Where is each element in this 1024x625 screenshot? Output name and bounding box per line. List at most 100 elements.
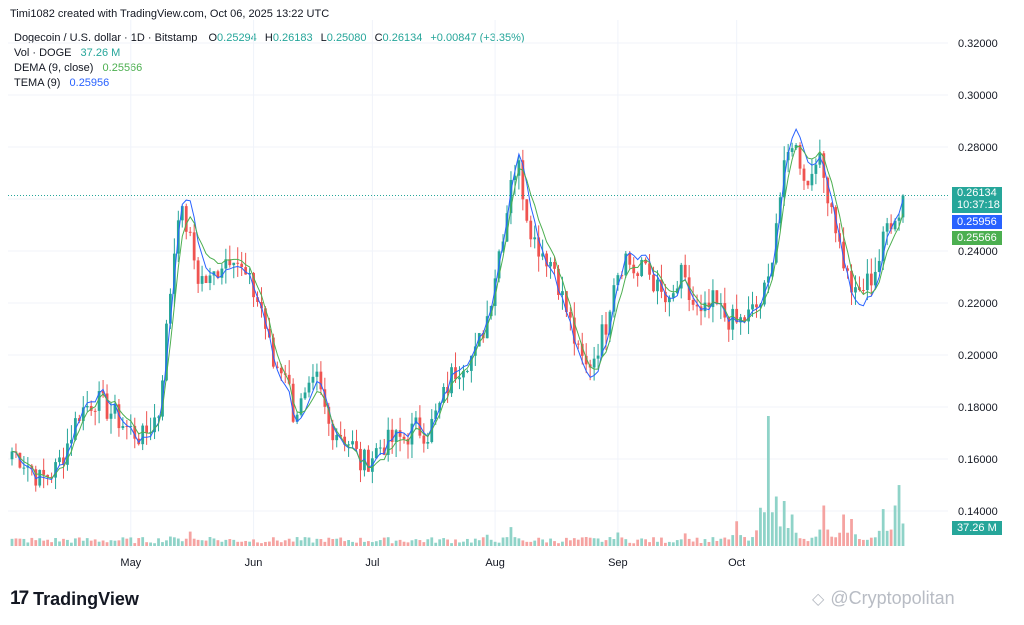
volume-bar [774,496,778,546]
candle-body [188,231,192,233]
candle-body [204,276,208,284]
legend-volume-row[interactable]: Vol · DOGE 37.26 M [14,46,525,61]
volume-bar [374,541,378,546]
volume-bar [315,538,319,546]
volume-bar [802,538,806,546]
candle-body [252,272,255,298]
volume-bar [422,542,426,546]
legend-dema-row[interactable]: DEMA (9, close) 0.25566 [14,61,525,76]
volume-bar [295,537,299,546]
candle-body [667,297,671,303]
volume-bar [137,538,141,546]
time-axis-label: Oct [728,557,745,569]
candle-body [54,462,57,478]
volume-bar [77,537,81,546]
candle-body [216,271,220,278]
volume-bar [283,540,287,546]
candle [81,396,85,431]
candle-body [268,328,271,338]
volume-bar [557,543,560,546]
candle-body [640,259,644,276]
candle-body [881,231,885,261]
candle-body [873,271,877,286]
candle [600,315,604,357]
watermark: ◇ @Cryptopolitan [812,588,955,609]
dema-line [11,145,904,479]
high-label: H [264,32,273,44]
volume-bar [319,539,323,546]
candle-body [648,263,651,275]
volume-bar [299,540,303,546]
candle [679,262,683,299]
volume-bar [367,541,370,546]
volume-bar [814,536,818,546]
volume-bar [347,540,350,546]
candle-body [509,180,513,214]
volume-bar [271,537,275,546]
candle-body [438,402,442,411]
volume-bar [616,532,620,546]
candle-body [596,355,600,359]
candle-body [355,441,358,449]
volume-bar [751,537,754,546]
volume-bar [73,538,77,546]
legend-symbol-row[interactable]: Dogecoin / U.S. dollar · 1D · Bitstamp O… [14,31,525,46]
high-value: 0.26183 [272,32,313,44]
candle-body [378,447,382,449]
candle-body [572,317,576,344]
volume-bar [782,501,786,546]
candle [386,417,390,462]
candle [664,284,667,313]
current-price-tag: 0.26134 10:37:18 [952,187,1002,213]
candle [755,295,758,318]
candle [509,171,513,225]
volume-bar [521,540,525,546]
candle [244,252,248,275]
candle [343,428,347,452]
volume-bar [727,539,731,546]
volume-bar [525,541,529,546]
candle [537,225,541,272]
candle [747,296,750,335]
chart-legend: Dogecoin / U.S. dollar · 1D · Bitstamp O… [14,31,525,91]
volume-bar [719,538,723,546]
volume-bar [541,539,545,546]
candle-body [180,206,184,221]
candle-body [129,425,133,427]
volume-bar [592,538,596,546]
candle-body [561,291,564,295]
legend-tema-row[interactable]: TEMA (9) 0.25956 [14,76,525,91]
price-axis-label: 0.16000 [958,454,998,466]
volume-bar [434,542,438,546]
volume-bar [81,540,85,546]
candle-body [315,371,319,377]
volume-bar [216,540,220,546]
candle-body [133,425,137,439]
volume-bar [664,542,667,546]
candle-body [196,260,200,284]
volume-bar [26,542,30,546]
volume-bar [493,541,497,546]
volume-bar [766,416,770,546]
candle [347,440,350,457]
candle [493,269,497,316]
volume-bar [70,542,73,546]
candle-body [367,449,370,472]
candle [636,271,640,287]
candle [561,276,564,310]
volume-bar [109,540,113,546]
candle [232,262,236,279]
volume-bar [636,539,640,546]
volume-bar [240,541,244,546]
candle [46,474,50,486]
volume-bar [644,539,647,546]
candle-body [299,398,303,415]
volume-bar [153,543,156,546]
volume-bar [275,540,279,546]
candle [644,257,647,265]
tradingview-logo[interactable]: 17 TradingView [10,588,139,610]
candle [869,258,873,296]
candle-body [319,371,323,390]
candle-body [897,217,901,221]
